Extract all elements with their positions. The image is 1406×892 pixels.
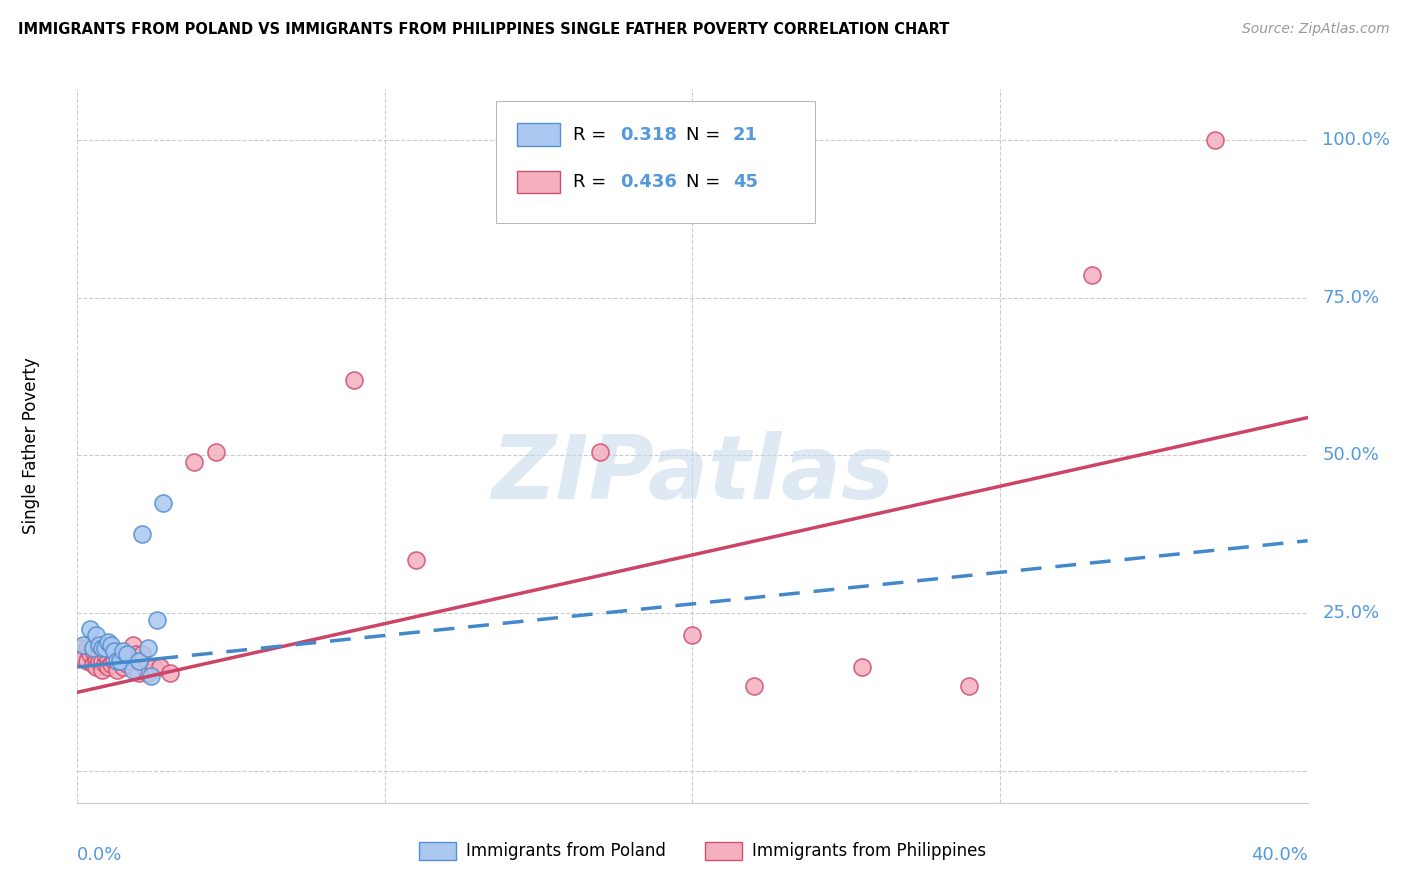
- Point: [121, 638, 143, 652]
- Point: [1081, 268, 1104, 283]
- Point: [76, 641, 98, 656]
- Point: [957, 679, 980, 693]
- Point: [115, 657, 138, 671]
- Point: [343, 373, 366, 387]
- Point: [110, 654, 132, 668]
- Text: 45: 45: [733, 173, 758, 191]
- Text: IMMIGRANTS FROM POLAND VS IMMIGRANTS FROM PHILIPPINES SINGLE FATHER POVERTY CORR: IMMIGRANTS FROM POLAND VS IMMIGRANTS FRO…: [18, 22, 949, 37]
- Point: [121, 663, 143, 677]
- Text: 50.0%: 50.0%: [1323, 447, 1379, 465]
- Point: [125, 648, 148, 662]
- FancyBboxPatch shape: [704, 842, 742, 860]
- Point: [152, 496, 174, 510]
- Text: ZIPatlas: ZIPatlas: [491, 431, 894, 518]
- Point: [131, 648, 153, 662]
- FancyBboxPatch shape: [516, 170, 560, 194]
- Text: 75.0%: 75.0%: [1323, 289, 1379, 307]
- Text: Single Father Poverty: Single Father Poverty: [21, 358, 39, 534]
- Text: N =: N =: [686, 173, 733, 191]
- Text: 0.318: 0.318: [620, 126, 676, 144]
- Text: 0.0%: 0.0%: [77, 846, 122, 863]
- Text: Immigrants from Poland: Immigrants from Poland: [467, 842, 666, 860]
- Point: [110, 654, 132, 668]
- Point: [146, 613, 169, 627]
- FancyBboxPatch shape: [496, 102, 815, 223]
- Point: [97, 660, 120, 674]
- Point: [103, 654, 125, 668]
- Point: [100, 657, 122, 671]
- Point: [141, 669, 163, 683]
- Point: [90, 663, 114, 677]
- Point: [405, 552, 427, 566]
- Text: 0.436: 0.436: [620, 173, 676, 191]
- Point: [97, 654, 120, 668]
- Point: [87, 638, 110, 652]
- Point: [136, 641, 159, 656]
- Point: [72, 650, 94, 665]
- Point: [84, 660, 107, 674]
- Point: [94, 641, 117, 656]
- Point: [1204, 133, 1226, 147]
- FancyBboxPatch shape: [516, 123, 560, 146]
- Point: [128, 654, 150, 668]
- Point: [72, 638, 94, 652]
- Point: [134, 660, 156, 674]
- Point: [94, 648, 117, 662]
- Text: Immigrants from Philippines: Immigrants from Philippines: [752, 842, 986, 860]
- Point: [112, 660, 135, 674]
- Point: [118, 654, 141, 668]
- Point: [87, 648, 110, 662]
- Point: [131, 527, 153, 541]
- Point: [105, 654, 128, 668]
- Point: [115, 648, 138, 662]
- Point: [82, 641, 104, 656]
- Point: [112, 654, 135, 668]
- Point: [82, 657, 104, 671]
- Point: [94, 657, 117, 671]
- Point: [103, 644, 125, 658]
- Text: R =: R =: [574, 126, 617, 144]
- Text: 25.0%: 25.0%: [1323, 605, 1379, 623]
- Point: [84, 628, 107, 642]
- Point: [682, 628, 704, 642]
- Point: [87, 654, 110, 668]
- Text: 100.0%: 100.0%: [1323, 131, 1391, 149]
- Text: Source: ZipAtlas.com: Source: ZipAtlas.com: [1241, 22, 1389, 37]
- Point: [742, 679, 765, 693]
- Point: [79, 622, 101, 636]
- Point: [128, 666, 150, 681]
- Point: [100, 638, 122, 652]
- Point: [90, 641, 114, 656]
- Point: [143, 660, 166, 674]
- Text: R =: R =: [574, 173, 617, 191]
- Point: [79, 648, 101, 662]
- Point: [105, 663, 128, 677]
- Point: [112, 644, 135, 658]
- Point: [97, 634, 120, 648]
- Point: [149, 660, 172, 674]
- Point: [589, 445, 612, 459]
- Text: N =: N =: [686, 126, 733, 144]
- Point: [851, 660, 873, 674]
- Point: [84, 654, 107, 668]
- Point: [159, 666, 181, 681]
- Point: [136, 666, 159, 681]
- Point: [82, 644, 104, 658]
- Point: [69, 641, 91, 656]
- Point: [204, 445, 226, 459]
- Point: [183, 455, 205, 469]
- Point: [76, 654, 98, 668]
- FancyBboxPatch shape: [419, 842, 457, 860]
- Text: 40.0%: 40.0%: [1251, 846, 1308, 863]
- Point: [90, 654, 114, 668]
- Text: 21: 21: [733, 126, 758, 144]
